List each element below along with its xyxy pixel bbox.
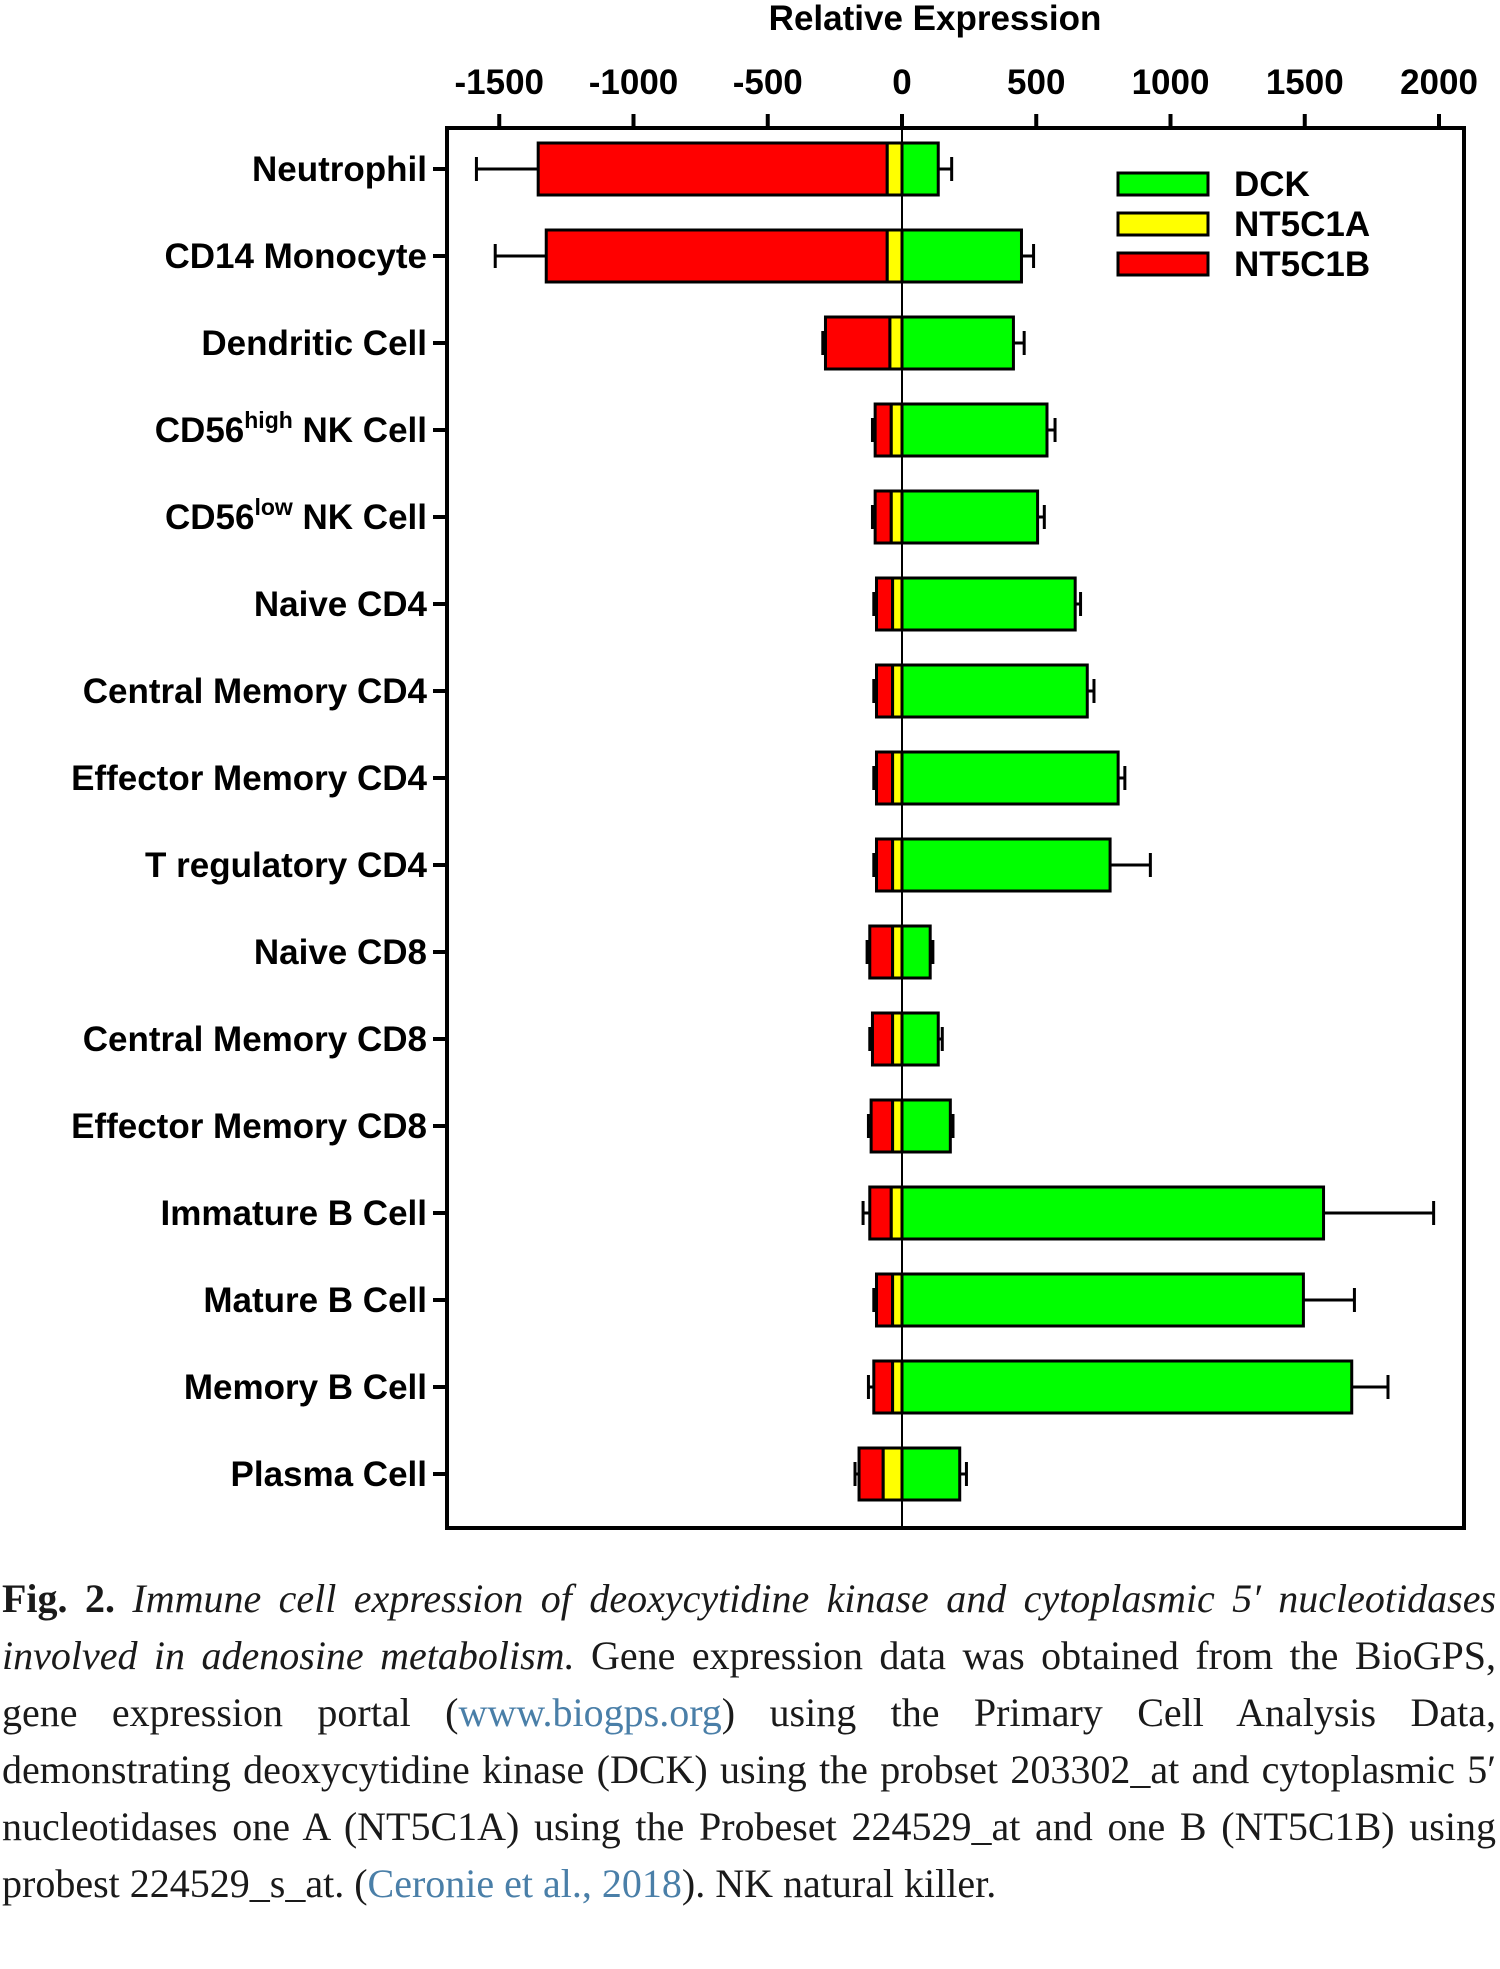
bar-dck [900,837,1112,893]
bar-dck [900,1098,952,1154]
bar-nt5c1b [536,141,889,197]
bar-nt5c1b [874,576,895,632]
x-tick-label: 500 [1007,63,1065,102]
x-tick-label: -1500 [454,63,544,102]
bars [474,141,1436,1502]
bar-dck [900,924,932,980]
bar-dck [900,1359,1354,1415]
bar-nt5c1b [869,1098,895,1154]
bar-nt5c1b [868,924,895,980]
category-label: Immature B Cell [161,1194,427,1233]
caption-label: Fig. 2. [2,1576,115,1621]
bar-nt5c1b [872,1359,895,1415]
category-label: Effector Memory CD8 [71,1107,427,1146]
bar-nt5c1a [885,228,904,284]
category-label: Plasma Cell [231,1455,428,1494]
figure-caption: Fig. 2. Immune cell expression of deoxyc… [2,1570,1496,1912]
bar-nt5c1b [870,1011,895,1067]
legend-label: NT5C1A [1234,205,1370,244]
category-label: Dendritic Cell [201,324,427,363]
bar-nt5c1b [823,315,892,371]
caption-text-3: ). NK natural killer. [681,1861,997,1906]
bar-dck [900,1272,1305,1328]
caption-title: Immune cell expression of deoxycytidine … [2,1576,1497,1678]
category-label: Central Memory CD8 [83,1020,427,1059]
chart: Relative Expression -1500 -1000 -500 0 500 10… [71,0,1478,1530]
plot-frame [445,126,1466,1530]
bar-dck [900,576,1077,632]
bar-nt5c1b [544,228,889,284]
legend-label: DCK [1234,165,1310,204]
legend-label: NT5C1B [1234,245,1370,284]
bar-dck [900,489,1040,545]
bar-nt5c1b [857,1446,885,1502]
bar-nt5c1a [881,1446,904,1502]
bar-dck [900,663,1089,719]
bar-dck [900,1185,1326,1241]
bar-dck [900,141,940,197]
category-label: CD56high NK Cell [155,407,427,450]
bar-dck [900,402,1049,458]
caption-text-2: ) using the Primary Cell Analysis Data, … [2,1690,1496,1906]
category-label: Central Memory CD4 [83,672,428,711]
bar-nt5c1a [889,1185,904,1241]
bar-nt5c1b [874,1272,895,1328]
bar-nt5c1b [873,402,893,458]
chart-title: Relative Expression [769,0,1102,38]
bar-nt5c1b [874,663,895,719]
y-axis: Neutrophil CD14 Monocyte Dendritic Cell CD5… [71,150,447,1494]
bar-nt5c1b [874,837,895,893]
category-label: T regulatory CD4 [145,846,428,885]
x-tick-label: -500 [733,63,803,102]
bar-dck [900,1446,962,1502]
bar-nt5c1a [888,315,904,371]
bar-nt5c1a [885,141,904,197]
x-axis: -1500 -1000 -500 0 500 1000 1500 2000 [454,63,1478,128]
biogps-link[interactable]: www.biogps.org [458,1690,722,1735]
x-tick-label: 1500 [1266,63,1344,102]
legend-swatch [1116,211,1210,237]
bar-nt5c1b [873,489,893,545]
x-tick-label: -1000 [589,63,679,102]
category-label: Naive CD4 [254,585,428,624]
category-label: Memory B Cell [184,1368,427,1407]
category-label: CD14 Monocyte [164,237,427,276]
citation-link[interactable]: Ceronie et al., 2018 [367,1861,682,1906]
category-label: CD56low NK Cell [165,494,427,537]
bar-nt5c1a [889,489,904,545]
x-tick-label: 1000 [1132,63,1210,102]
category-label: Neutrophil [252,150,427,189]
category-label: Effector Memory CD4 [71,759,427,798]
bar-dck [900,228,1023,284]
legend-swatch [1116,251,1210,277]
x-tick-label: 0 [892,63,911,102]
bar-nt5c1a [889,402,904,458]
category-label: Mature B Cell [203,1281,427,1320]
bar-dck [900,1011,940,1067]
bar-nt5c1b [868,1185,893,1241]
caption-text-1: Gene expression data was obtained from t… [2,1633,1496,1735]
category-label: Naive CD8 [254,933,427,972]
bar-dck [900,315,1015,371]
bar-dck [900,750,1120,806]
bar-nt5c1b [874,750,895,806]
legend-swatch [1116,171,1210,197]
x-tick-label: 2000 [1400,63,1478,102]
